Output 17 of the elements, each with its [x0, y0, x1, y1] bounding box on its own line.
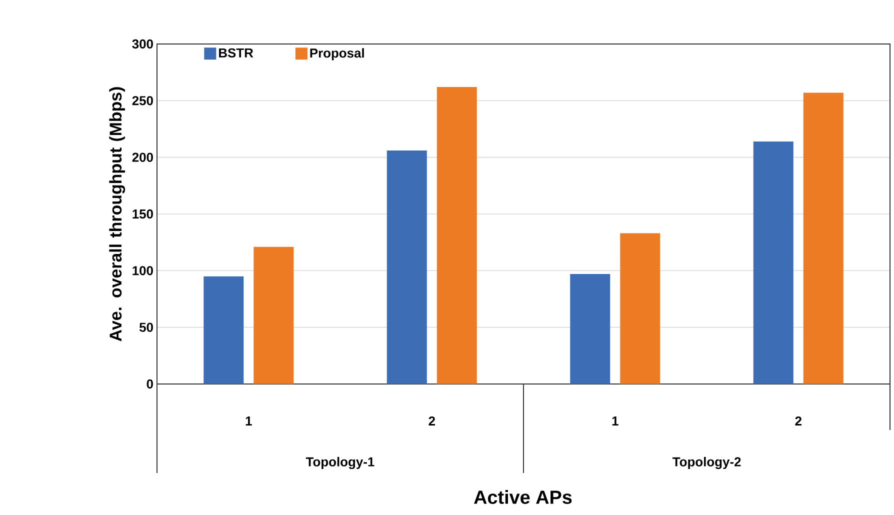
y-tick-label: 0 [146, 379, 153, 389]
y-tick-label: 150 [132, 209, 153, 219]
x-axis-title: Active APs [474, 490, 572, 504]
y-axis-title: Ave. overall throughput (Mbps) [109, 87, 126, 342]
y-tick-label: 300 [132, 39, 153, 49]
text: Topology-2 [672, 456, 741, 470]
x-tick-label: 2 [428, 416, 435, 426]
y-tick-label: 50 [139, 322, 153, 332]
x-tick-label: 1 [246, 416, 252, 426]
text: Topology-1 [306, 456, 374, 470]
legend-label: BSTR [219, 48, 254, 58]
y-tick-label: 250 [132, 96, 153, 106]
legend-label: Proposal [310, 48, 364, 60]
x-tick-label: 2 [795, 416, 802, 426]
y-tick-label: 100 [132, 266, 153, 276]
x-tick-label: 1 [612, 416, 618, 426]
y-tick-label: 200 [132, 152, 153, 162]
